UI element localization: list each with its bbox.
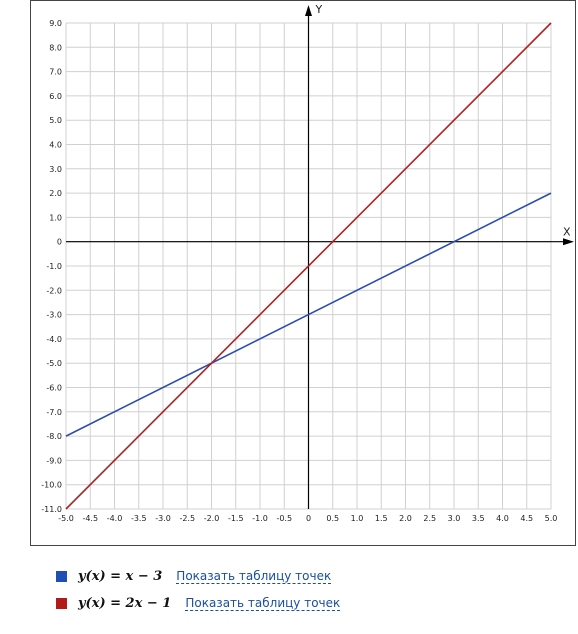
chart-frame: Y X -5.0 -4.5 -4.0 -3.5 -3.0 -2.5 -2.0 -1.5 -1.0 -0… (30, 0, 576, 546)
y-tick-label-4: -7.0 (46, 408, 62, 417)
series-line-1 (65, 192, 552, 437)
x-tick-label-11: 0.5 (326, 514, 339, 523)
x-tick-label-18: 4.0 (496, 514, 509, 523)
y-tick-label-0: -11.0 (41, 505, 62, 514)
show-points-table-link-2[interactable]: Показать таблицу точек (185, 595, 341, 611)
y-tick-label-12: 1.0 (49, 213, 62, 222)
y-tick-label-15: 4.0 (49, 141, 62, 150)
y-tick-label-13: 2.0 (49, 189, 62, 198)
y-tick-label-10: -1.0 (46, 262, 62, 271)
legend-formula-1: y(x) = x − 3 (78, 568, 163, 584)
x-tick-label-5: -2.5 (179, 514, 195, 523)
y-axis-name: Y (315, 3, 323, 16)
series-line-2 (65, 22, 552, 510)
x-tick-label-12: 1.0 (351, 514, 364, 523)
x-tick-label-20: 5.0 (545, 514, 558, 523)
legend-formula-2: y(x) = 2x − 1 (78, 595, 172, 611)
x-tick-label-2: -4.0 (107, 514, 123, 523)
legend-item-1: y(x) = x − 3 Показать таблицу точек (56, 566, 332, 586)
x-tick-label-3: -3.5 (131, 514, 147, 523)
x-tick-label-1: -4.5 (82, 514, 98, 523)
y-tick-label-9: -2.0 (46, 286, 62, 295)
legend-item-2: y(x) = 2x − 1 Показать таблицу точек (56, 593, 341, 613)
show-points-table-link-1[interactable]: Показать таблицу точек (176, 568, 332, 584)
y-tick-label-11: 0 (57, 238, 62, 247)
line-chart: Y X -5.0 -4.5 -4.0 -3.5 -3.0 -2.5 -2.0 -1.5 -1.0 -0… (41, 3, 574, 523)
x-tick-label-16: 3.0 (448, 514, 461, 523)
x-tick-label-15: 2.5 (423, 514, 436, 523)
y-tick-label-6: -5.0 (46, 359, 62, 368)
y-tick-label-8: -3.0 (46, 311, 62, 320)
y-tick-label-14: 3.0 (49, 165, 62, 174)
y-tick-label-1: -10.0 (41, 481, 62, 490)
x-tick-label-8: -1.0 (252, 514, 268, 523)
y-tick-label-19: 8.0 (49, 43, 62, 52)
y-tick-label-3: -8.0 (46, 432, 62, 441)
y-tick-label-7: -4.0 (46, 335, 62, 344)
y-tick-label-17: 6.0 (49, 92, 62, 101)
y-axis-arrow (305, 5, 312, 16)
x-tick-label-7: -1.5 (228, 514, 244, 523)
x-axis-arrow (563, 238, 574, 246)
y-tick-label-16: 5.0 (49, 116, 62, 125)
x-tick-label-19: 4.5 (520, 514, 533, 523)
x-tick-label-0: -5.0 (58, 514, 74, 523)
y-tick-label-2: -9.0 (46, 456, 62, 465)
legend-swatch-1 (56, 570, 67, 582)
x-tick-label-6: -2.0 (204, 514, 220, 523)
x-tick-label-13: 1.5 (375, 514, 388, 523)
x-tick-label-14: 2.0 (399, 514, 412, 523)
x-tick-label-4: -3.0 (155, 514, 171, 523)
legend-swatch-2 (56, 597, 67, 609)
y-tick-label-5: -6.0 (46, 384, 62, 393)
x-axis-name: X (563, 226, 571, 239)
x-tick-label-17: 3.5 (472, 514, 485, 523)
x-tick-label-9: -0.5 (276, 514, 292, 523)
y-tick-label-20: 9.0 (49, 19, 62, 28)
y-tick-label-18: 7.0 (49, 68, 62, 77)
x-tick-label-10: 0 (306, 514, 311, 523)
